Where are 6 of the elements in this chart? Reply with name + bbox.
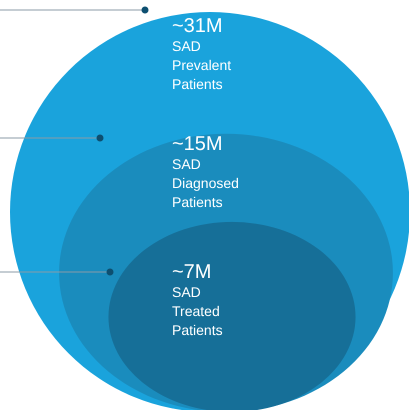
category-label: SAD Prevalent Patients: [172, 38, 232, 92]
category-label: SAD Diagnosed Patients: [172, 156, 239, 210]
data-label: ~31M: [172, 15, 223, 37]
data-label: ~15M: [172, 133, 223, 155]
category-label: SAD Treated Patients: [172, 284, 223, 338]
data-label: ~7M: [172, 261, 212, 283]
